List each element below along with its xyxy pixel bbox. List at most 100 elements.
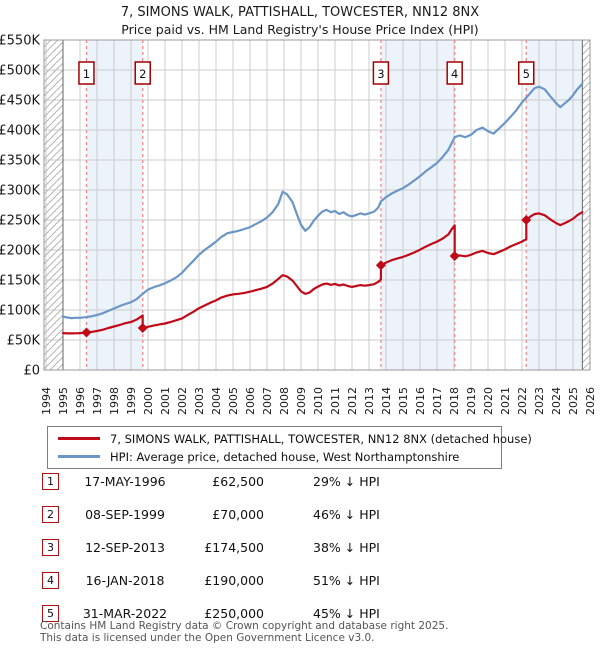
sale-number-badge: 3 xyxy=(42,538,59,556)
sale-hpi-diff: 45% ↓ HPI xyxy=(313,605,380,621)
sale-date: 31-MAR-2022 xyxy=(82,605,168,621)
sale-date: 17-MAY-1996 xyxy=(84,473,166,489)
sale-hpi-diff: 38% ↓ HPI xyxy=(313,539,380,555)
y-axis-label: £250K xyxy=(0,214,40,229)
sale-marker xyxy=(81,327,92,338)
sale-number-badge: 5 xyxy=(42,604,59,622)
sale-row-1: 1 17-MAY-1996 £62,500 29% ↓ HPI xyxy=(42,472,380,490)
legend-item-hpi: HPI: Average price, detached house, West… xyxy=(54,449,495,464)
x-axis-label: 1994 xyxy=(40,387,53,415)
sale-marker xyxy=(137,323,148,333)
y-axis-label: £50K xyxy=(7,334,41,349)
price-chart: 1 2 3 4 5 £0 £50K £100K £150K £200K £250K £300K £350… xyxy=(0,34,597,416)
sale-marker xyxy=(375,260,386,271)
page-title: 7, SIMONS WALK, PATTISHALL, TOWCESTER, N… xyxy=(120,5,480,20)
sale-row-2: 2 08-SEP-1999 £70,000 46% ↓ HPI xyxy=(42,505,380,523)
sale-marker xyxy=(521,215,532,225)
hpi-line xyxy=(61,82,584,320)
sale-number: 5 xyxy=(523,67,530,81)
sale-number: 2 xyxy=(139,67,146,81)
x-axis-label: 2013 xyxy=(363,387,376,415)
sale-hpi-diff: 51% ↓ HPI xyxy=(313,572,380,588)
x-axis-label: 2011 xyxy=(329,387,342,415)
sale-price: £250,000 xyxy=(204,605,264,621)
x-axis-label: 1999 xyxy=(125,387,138,415)
sale-date: 12-SEP-2013 xyxy=(85,539,165,555)
page-subtitle: Price paid vs. HM Land Registry's House … xyxy=(121,22,479,37)
y-axis-label: £300K xyxy=(0,184,40,199)
x-axis-label: 2016 xyxy=(414,387,427,415)
sale-number: 1 xyxy=(83,67,90,81)
sale-marker xyxy=(449,251,460,261)
sale-row-3: 3 12-SEP-2013 £174,500 38% ↓ HPI xyxy=(42,538,380,556)
footer-line-1: Contains HM Land Registry data © Crown c… xyxy=(40,620,449,632)
x-axis-label: 2002 xyxy=(176,387,189,415)
x-axis-label: 1996 xyxy=(74,387,87,415)
sale-number: 4 xyxy=(451,67,458,81)
x-axis-label: 2017 xyxy=(431,387,444,415)
sale-number-badge: 4 xyxy=(42,571,59,589)
sale-price: £190,000 xyxy=(204,572,264,588)
y-axis-label: £400K xyxy=(0,124,40,139)
x-axis-label: 2003 xyxy=(193,387,206,415)
x-axis-label: 1998 xyxy=(108,387,121,415)
y-axis-label: £500K xyxy=(0,64,40,79)
x-axis-label: 2007 xyxy=(261,387,274,415)
x-axis-label: 1997 xyxy=(91,387,104,415)
sale-number: 3 xyxy=(377,67,384,81)
x-axis-label: 2026 xyxy=(584,387,597,415)
x-axis-label: 1995 xyxy=(57,387,70,415)
sale-date: 16-JAN-2018 xyxy=(85,572,165,588)
sale-row-4: 4 16-JAN-2018 £190,000 51% ↓ HPI xyxy=(42,571,380,589)
x-axis-label: 2020 xyxy=(482,387,495,415)
ownership-band xyxy=(380,40,455,370)
sale-hpi-diff: 46% ↓ HPI xyxy=(313,506,380,522)
x-axis-label: 2023 xyxy=(533,387,546,415)
x-axis-label: 2004 xyxy=(210,387,223,415)
legend-item-price: 7, SIMONS WALK, PATTISHALL, TOWCESTER, N… xyxy=(54,431,532,446)
x-axis-label: 2005 xyxy=(227,387,240,415)
sale-row-5: 5 31-MAR-2022 £250,000 45% ↓ HPI xyxy=(42,604,380,622)
license-footer: Contains HM Land Registry data © Crown c… xyxy=(40,620,448,644)
x-axis-label: 2025 xyxy=(567,387,580,415)
sale-number-box xyxy=(134,61,151,85)
y-axis-label: £100K xyxy=(0,304,40,319)
sale-price: £70,000 xyxy=(212,506,264,522)
sale-price: £174,500 xyxy=(204,539,264,555)
y-axis-label: £350K xyxy=(0,154,40,169)
hpi-line-swatch xyxy=(58,455,100,458)
footer-line-2: This data is licensed under the Open Gov… xyxy=(40,632,375,644)
sale-number-box xyxy=(78,61,95,85)
sale-date: 08-SEP-1999 xyxy=(85,506,165,522)
price-paid-line xyxy=(61,211,584,335)
x-axis-label: 2009 xyxy=(295,387,308,415)
x-axis-label: 2022 xyxy=(516,387,529,415)
y-axis-label: £150K xyxy=(0,274,40,289)
x-axis-label: 2012 xyxy=(346,387,359,415)
x-axis-label: 2015 xyxy=(397,387,410,415)
x-axis-label: 2001 xyxy=(159,387,172,415)
legend-label: HPI: Average price, detached house, West… xyxy=(110,449,460,464)
sale-number-box xyxy=(372,61,390,85)
x-axis-label: 2024 xyxy=(550,387,563,415)
sale-hpi-diff: 29% ↓ HPI xyxy=(313,473,380,489)
y-axis-label: £550K xyxy=(0,34,40,49)
x-axis-label: 2000 xyxy=(142,387,155,415)
sale-number-box xyxy=(518,61,535,85)
x-axis-label: 2006 xyxy=(244,387,257,415)
sale-number-badge: 2 xyxy=(42,505,59,523)
sale-number-box xyxy=(446,61,463,85)
y-axis-label: £450K xyxy=(0,94,40,109)
y-axis-label: £0 xyxy=(23,364,40,379)
price-line-swatch xyxy=(58,437,100,440)
x-axis-label: 2008 xyxy=(278,387,291,415)
y-axis-label: £200K xyxy=(0,244,40,259)
x-axis-label: 2018 xyxy=(448,387,461,415)
legend-label: 7, SIMONS WALK, PATTISHALL, TOWCESTER, N… xyxy=(110,431,532,446)
x-axis-label: 2021 xyxy=(499,387,512,415)
sale-number-badge: 1 xyxy=(42,472,59,490)
x-axis-label: 2010 xyxy=(312,387,325,415)
no-data-hatch-right xyxy=(582,40,590,370)
sale-price: £62,500 xyxy=(212,473,264,489)
no-data-hatch-left xyxy=(44,40,63,370)
